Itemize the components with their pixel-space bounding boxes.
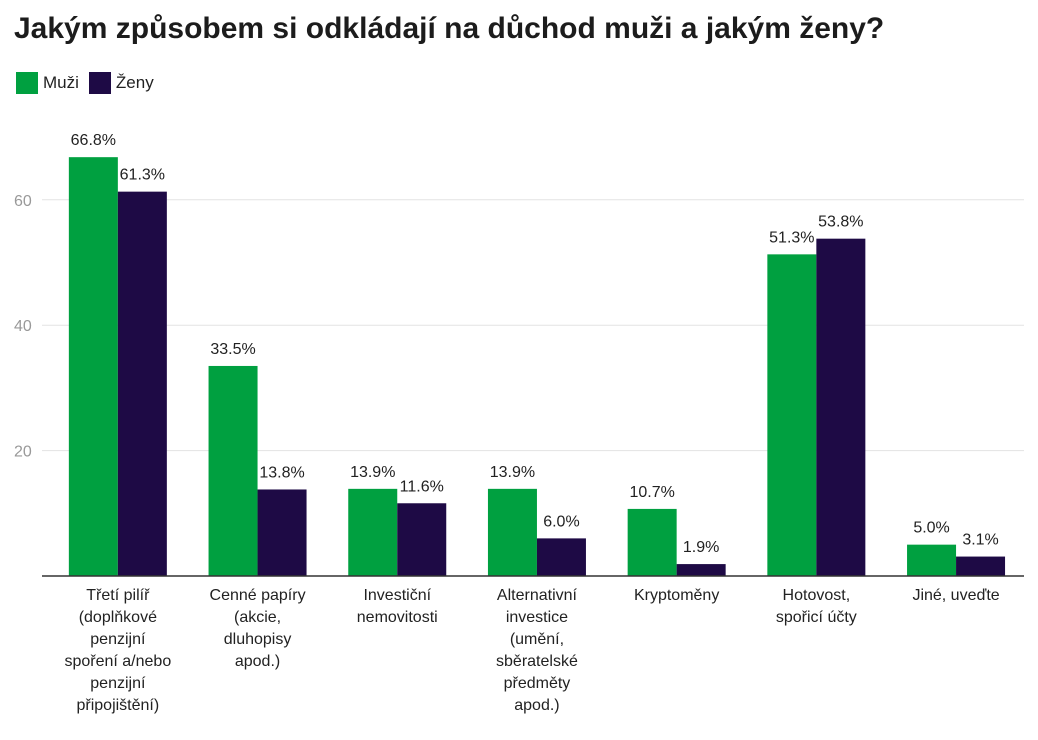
- category-label-line: Investiční: [363, 587, 431, 604]
- category-label-6: Jiné, uveďte: [912, 587, 999, 604]
- data-label-muzi-1: 33.5%: [210, 341, 255, 358]
- legend-item-zeny: Ženy: [88, 72, 154, 94]
- y-tick-label-40: 40: [14, 318, 32, 335]
- bar-muzi-5: [767, 254, 817, 576]
- category-label-0: Třetí pilíř (doplňkové penzijní spoření a/n…: [64, 587, 171, 714]
- bar-zeny-2: [397, 503, 447, 576]
- data-label-zeny-6: 3.1%: [962, 532, 998, 549]
- category-label-line: Jiné, uveďte: [912, 587, 999, 604]
- category-label-3: Alternativní investice (umění, sběratelské p…: [496, 587, 578, 714]
- category-label-line: Třetí pilíř: [86, 587, 150, 604]
- bar-muzi-4: [627, 508, 677, 576]
- data-label-zeny-1: 13.8%: [259, 464, 304, 481]
- category-label-line: předměty: [504, 675, 571, 692]
- category-label-line: investice: [506, 609, 568, 626]
- legend-label-muzi: Muži: [43, 73, 79, 92]
- bar-muzi-1: [208, 365, 258, 576]
- category-label-line: spořicí účty: [776, 609, 857, 626]
- data-label-zeny-4: 1.9%: [683, 539, 719, 556]
- data-label-zeny-5: 53.8%: [818, 214, 863, 231]
- category-label-line: penzijní: [90, 675, 146, 692]
- bar-muzi-0: [68, 157, 118, 576]
- category-label-line: sběratelské: [496, 653, 578, 670]
- bar-muzi-3: [487, 488, 537, 576]
- category-label-line: (umění,: [510, 631, 564, 648]
- data-label-zeny-3: 6.0%: [543, 513, 579, 530]
- bar-muzi-6: [907, 544, 957, 576]
- y-tick-label-60: 60: [14, 193, 32, 210]
- y-tick-label-20: 20: [14, 444, 32, 461]
- data-label-zeny-0: 61.3%: [120, 167, 165, 184]
- data-label-muzi-5: 51.3%: [769, 229, 814, 246]
- legend-label-zeny: Ženy: [115, 73, 154, 92]
- bar-zeny-3: [536, 538, 586, 576]
- data-label-muzi-4: 10.7%: [629, 484, 674, 501]
- category-label-5: Hotovost, spořicí účty: [776, 587, 857, 626]
- category-label-line: penzijní: [90, 631, 146, 648]
- data-label-muzi-6: 5.0%: [913, 520, 949, 537]
- data-label-muzi-3: 13.9%: [490, 464, 535, 481]
- bar-zeny-6: [956, 556, 1006, 576]
- legend-swatch-muzi: [16, 72, 38, 94]
- category-label-line: nemovitosti: [357, 609, 438, 626]
- legend-item-muzi: Muži: [16, 72, 79, 94]
- category-label-line: Hotovost,: [783, 587, 851, 604]
- bar-zeny-5: [816, 238, 866, 576]
- category-label-2: Investiční nemovitosti: [357, 587, 438, 626]
- bar-zeny-0: [117, 191, 167, 577]
- legend-swatch-zeny: [88, 72, 111, 94]
- data-label-zeny-2: 11.6%: [400, 478, 444, 495]
- category-label-line: Alternativní: [497, 587, 578, 604]
- bar-muzi-2: [348, 488, 398, 576]
- category-label-line: apod.): [514, 697, 559, 714]
- category-label-line: Kryptoměny: [634, 587, 719, 604]
- category-label-1: Cenné papíry (akcie, dluhopisy apod.): [210, 587, 306, 670]
- category-label-4: Kryptoměny: [634, 587, 719, 604]
- category-label-line: (doplňkové: [79, 609, 157, 626]
- bar-zeny-1: [257, 489, 307, 576]
- category-label-line: připojištění): [76, 697, 159, 714]
- category-label-line: Cenné papíry: [210, 587, 306, 604]
- chart-title: Jakým způsobem si odkládají na důchod mu…: [14, 12, 885, 45]
- category-label-line: spoření a/nebo: [64, 653, 171, 670]
- data-label-muzi-0: 66.8%: [71, 132, 116, 149]
- data-label-muzi-2: 13.9%: [350, 464, 395, 481]
- category-label-line: dluhopisy: [224, 631, 292, 648]
- category-label-line: (akcie,: [234, 609, 281, 626]
- category-label-line: apod.): [235, 653, 280, 670]
- legend: Muži Ženy: [16, 72, 164, 94]
- bar-zeny-4: [676, 564, 726, 576]
